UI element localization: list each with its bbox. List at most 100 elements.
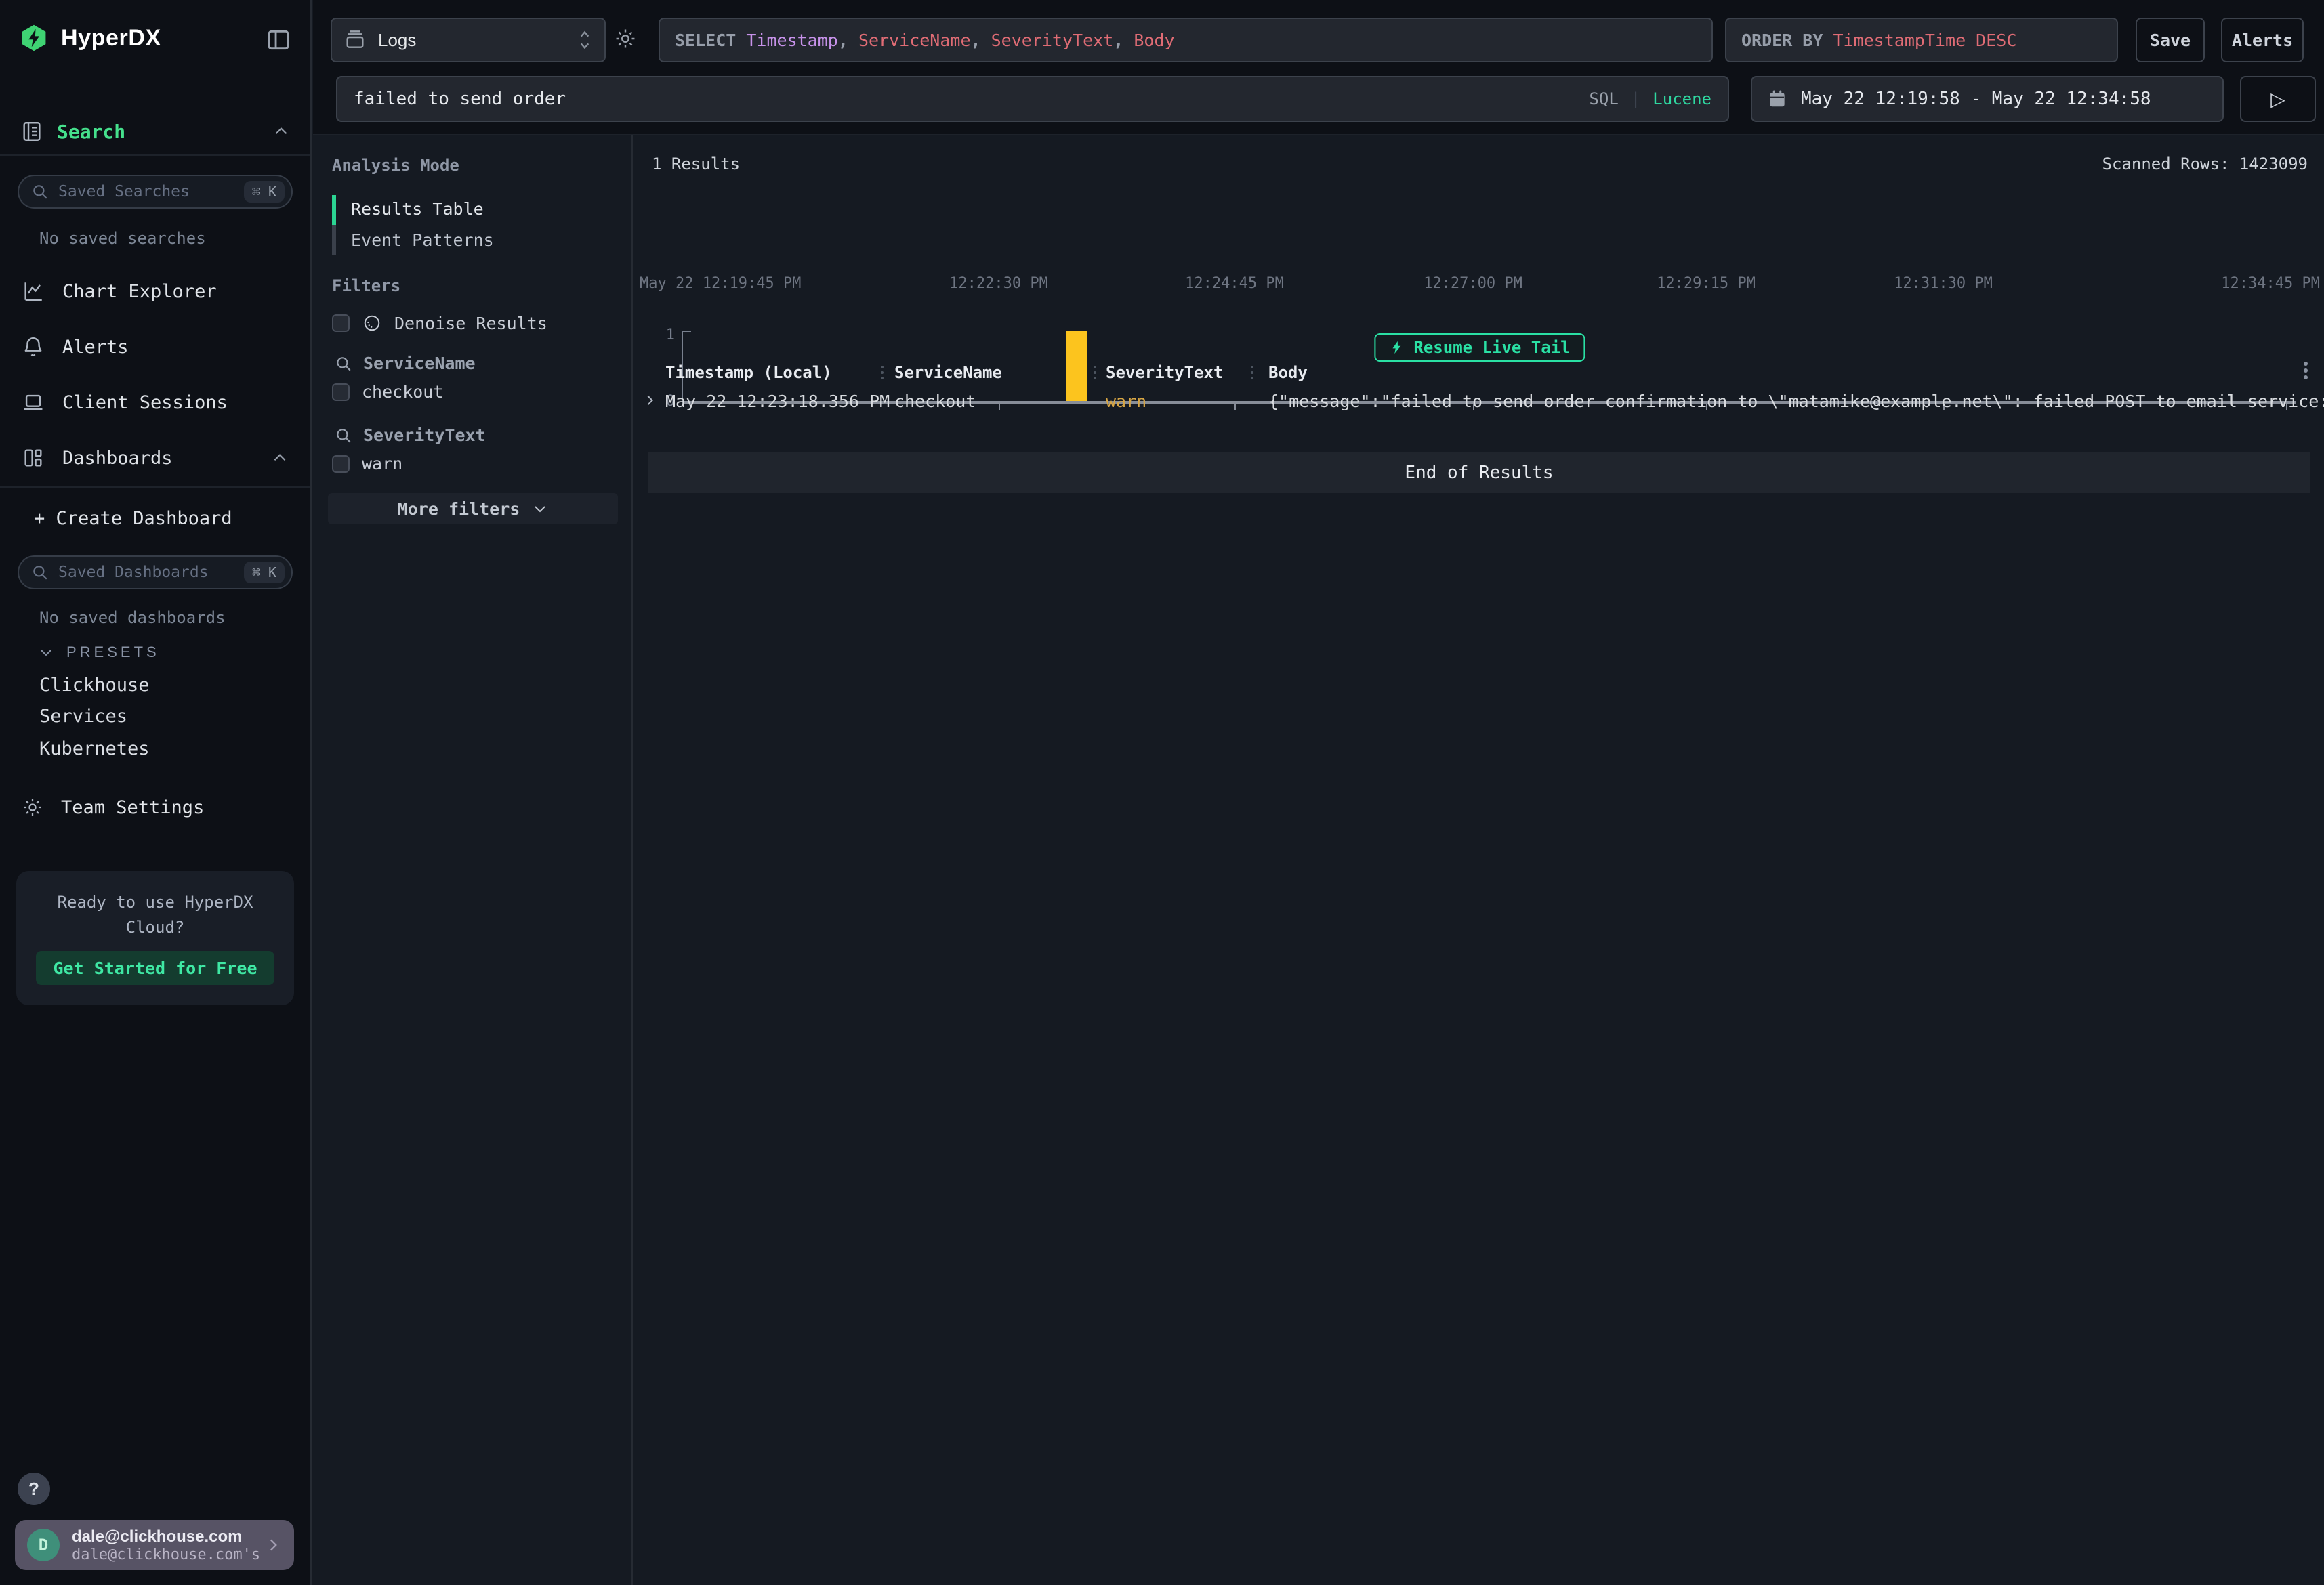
results-histogram[interactable]: 1 0 May 22 12:19:45 PM 12:22:30 PM 12:24… <box>634 135 2324 434</box>
run-query-button[interactable]: ▷ <box>2240 76 2316 122</box>
histogram-bar[interactable] <box>1066 331 1087 401</box>
brand[interactable]: HyperDX <box>19 23 161 53</box>
source-settings-gear-icon[interactable] <box>614 27 637 50</box>
lucene-mode-toggle[interactable]: Lucene <box>1653 89 1711 108</box>
column-header-severitytext[interactable]: SeverityText <box>1106 363 1224 382</box>
get-started-button[interactable]: Get Started for Free <box>36 951 274 986</box>
time-range-picker[interactable]: May 22 12:19:58 - May 22 12:34:58 <box>1751 76 2224 122</box>
warn-checkbox[interactable] <box>332 455 350 473</box>
user-menu[interactable]: D dale@clickhouse.com dale@clickhouse.co… <box>15 1520 294 1570</box>
sql-field: Body <box>1134 30 1175 50</box>
results-panel: 1 Results Scanned Rows: 1423099 1 0 May … <box>634 135 2324 1585</box>
x-axis-tick <box>1706 404 1707 410</box>
saved-searches-input[interactable]: Saved Searches ⌘ K <box>18 175 293 209</box>
y-axis-line <box>682 331 683 402</box>
chevron-up-icon[interactable] <box>271 449 289 467</box>
saved-dashboards-input[interactable]: Saved Dashboards ⌘ K <box>18 555 293 589</box>
sidebar-item-client-sessions[interactable]: Client Sessions <box>0 385 310 420</box>
x-axis-tick <box>1234 404 1236 410</box>
filter-option-label: checkout <box>362 382 444 402</box>
alerts-button[interactable]: Alerts <box>2221 18 2304 62</box>
column-header-timestamp[interactable]: Timestamp (Local) <box>665 363 832 382</box>
table-options-kebab-icon[interactable] <box>2304 362 2308 366</box>
divider <box>0 154 310 156</box>
help-button[interactable]: ? <box>18 1473 50 1505</box>
chevron-down-icon <box>532 501 548 517</box>
source-select-value: Logs <box>378 29 417 50</box>
order-by-input[interactable]: ORDER BY TimestampTime DESC <box>1725 18 2118 62</box>
bell-icon <box>22 335 45 358</box>
y-axis-tick-label: 0 <box>665 393 675 410</box>
shortcut-badge: ⌘ K <box>243 562 285 583</box>
search-icon <box>335 355 352 373</box>
x-axis-tick <box>2286 404 2287 410</box>
search-query-value: failed to send order <box>354 89 566 109</box>
filter-group-name: SeverityText <box>363 425 486 445</box>
toggle-divider: | <box>1630 89 1641 108</box>
laptop-icon <box>22 391 45 414</box>
sql-order-value: TimestampTime DESC <box>1833 30 2017 50</box>
checkout-checkbox[interactable] <box>332 383 350 401</box>
collapse-sidebar-icon[interactable] <box>266 27 291 53</box>
column-resize-handle[interactable] <box>1094 366 1096 368</box>
more-filters-button[interactable]: More filters <box>328 493 618 524</box>
scanned-rows: Scanned Rows: 1423099 <box>2102 154 2308 173</box>
denoise-checkbox[interactable] <box>332 314 350 332</box>
mode-results-table[interactable]: Results Table <box>351 199 484 219</box>
sidebar-search-label: Search <box>57 120 126 143</box>
x-axis-tick-label: 12:34:45 PM <box>2221 275 2320 292</box>
search-query-input[interactable]: failed to send order SQL | Lucene <box>336 76 1729 122</box>
resume-live-tail-button[interactable]: Resume Live Tail <box>1374 333 1585 362</box>
chevron-up-icon[interactable] <box>272 123 290 140</box>
column-resize-handle[interactable] <box>881 366 884 368</box>
more-filters-label: More filters <box>397 499 520 519</box>
mode-event-patterns[interactable]: Event Patterns <box>351 230 494 250</box>
user-subtitle: dale@clickhouse.com's <box>72 1546 261 1563</box>
search-icon <box>335 427 352 444</box>
x-axis-tick <box>1473 404 1474 410</box>
create-dashboard-link[interactable]: + Create Dashboard <box>34 508 232 529</box>
results-count: 1 Results <box>652 154 741 173</box>
column-header-servicename[interactable]: ServiceName <box>894 363 1002 382</box>
chevron-right-icon <box>264 1536 282 1554</box>
select-clause-input[interactable]: SELECT Timestamp, ServiceName, SeverityT… <box>659 18 1713 62</box>
team-settings-link[interactable]: Team Settings <box>22 797 204 818</box>
sidebar-section-search[interactable]: Search <box>0 108 310 154</box>
sql-field: SeverityText <box>991 30 1114 50</box>
preset-clickhouse[interactable]: Clickhouse <box>39 675 150 696</box>
expand-row-chevron-icon[interactable] <box>642 393 657 408</box>
x-axis-tick-label: 12:24:45 PM <box>1185 275 1284 292</box>
sidebar-item-label: Alerts <box>62 336 129 358</box>
preset-services[interactable]: Services <box>39 706 128 727</box>
cell-severity: warn <box>1106 392 1147 411</box>
calendar-icon <box>1767 89 1787 109</box>
column-header-body[interactable]: Body <box>1268 363 1308 382</box>
sidebar-item-dashboards[interactable]: Dashboards <box>0 440 310 476</box>
source-select[interactable]: Logs <box>331 18 606 62</box>
filter-option-checkout[interactable]: checkout <box>332 382 443 402</box>
x-axis-tick <box>1943 404 1945 410</box>
resume-live-tail-label: Resume Live Tail <box>1413 338 1571 357</box>
filter-group-name: ServiceName <box>363 354 476 373</box>
filter-group-servicename[interactable]: ServiceName <box>335 354 476 373</box>
sidebar-item-chart-explorer[interactable]: Chart Explorer <box>0 274 310 309</box>
sidebar-item-label: Chart Explorer <box>62 280 217 302</box>
filter-group-severitytext[interactable]: SeverityText <box>335 425 486 445</box>
save-button[interactable]: Save <box>2136 18 2205 62</box>
sql-mode-toggle[interactable]: SQL <box>1589 89 1619 108</box>
x-axis-tick <box>999 404 1000 410</box>
topbar: Logs SELECT Timestamp, ServiceName, Seve… <box>313 0 2324 135</box>
column-resize-handle[interactable] <box>1251 366 1253 368</box>
filter-option-label: warn <box>362 454 403 473</box>
presets-toggle[interactable]: PRESETS <box>38 643 160 661</box>
y-axis-top-tick <box>682 331 691 332</box>
shortcut-badge: ⌘ K <box>243 181 285 203</box>
end-of-results: End of Results <box>648 452 2310 493</box>
denoise-results-option[interactable]: Denoise Results <box>332 313 547 333</box>
filter-option-warn[interactable]: warn <box>332 454 402 473</box>
search-icon <box>31 564 49 581</box>
sidebar-item-alerts[interactable]: Alerts <box>0 329 310 364</box>
preset-kubernetes[interactable]: Kubernetes <box>39 738 150 759</box>
filters-panel: Analysis Mode Results Table Event Patter… <box>313 135 633 1585</box>
cell-body: {"message":"failed to send order confirm… <box>1268 392 2324 411</box>
